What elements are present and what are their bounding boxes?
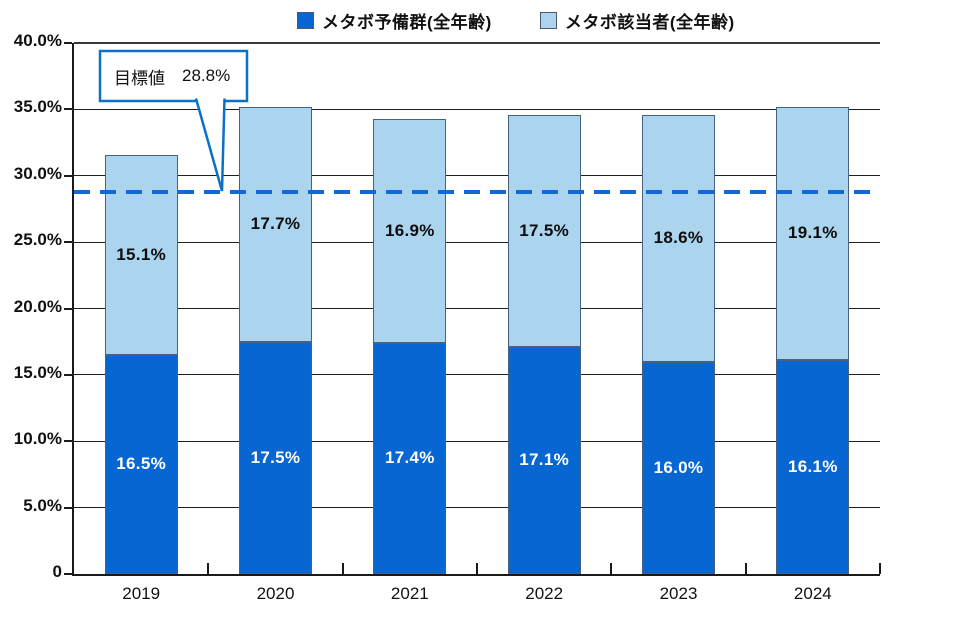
- bar-segment-secondary: 18.6%: [642, 114, 715, 362]
- bar-segment-primary: 16.0%: [642, 361, 715, 574]
- x-axis-label: 2022: [525, 584, 564, 603]
- y-axis-tick: [64, 108, 72, 111]
- y-axis-tick: [64, 440, 72, 443]
- y-axis-tick: [64, 42, 72, 44]
- bar-segment-primary: 16.5%: [104, 354, 178, 574]
- gridline: [74, 308, 880, 309]
- y-axis-tick-label: 25.0%: [13, 230, 62, 250]
- y-axis-tick-label: 20.0%: [13, 296, 62, 316]
- x-axis-label: 2021: [390, 584, 429, 603]
- x-axis-tick: [476, 563, 478, 574]
- y-axis-tick-label: 40.0%: [13, 31, 62, 50]
- gridline: [74, 108, 880, 110]
- bar-segment-secondary: 15.1%: [104, 154, 178, 355]
- y-axis-tick-label: 15.0%: [13, 362, 62, 382]
- x-axis-tick: [879, 563, 881, 574]
- gridline: [74, 507, 880, 509]
- x-axis-line: [72, 574, 880, 576]
- bar-value-label: 16.1%: [787, 457, 838, 477]
- bar-segment-secondary: 17.5%: [507, 114, 581, 347]
- y-axis-tick: [64, 174, 72, 177]
- y-axis-line: [72, 43, 74, 576]
- y-axis-tick-label: 35.0%: [13, 97, 62, 117]
- y-axis-tick: [64, 307, 72, 310]
- legend-item-metabo-reserve: メタボ予備群(全年齢): [297, 8, 492, 33]
- bar-value-label: 18.6%: [653, 228, 704, 248]
- gridline: [74, 374, 880, 376]
- legend-label-metabo-reserve: メタボ予備群(全年齢): [322, 13, 492, 32]
- gridline: [74, 440, 880, 442]
- y-axis-tick: [64, 506, 72, 509]
- bar-value-label: 16.9%: [384, 220, 435, 240]
- y-axis-tick-label: 30.0%: [13, 163, 62, 183]
- y-axis-tick-label: 10.0%: [13, 429, 62, 449]
- legend: メタボ予備群(全年齢) メタボ該当者(全年齢): [297, 8, 735, 33]
- y-axis-tick: [64, 241, 72, 244]
- bar-segment-secondary: 17.7%: [239, 106, 312, 342]
- bar-value-label: 17.4%: [384, 448, 435, 468]
- target-callout: 目標値 28.8%: [100, 51, 247, 101]
- x-axis-tick: [341, 563, 344, 574]
- legend-swatch-primary: [297, 12, 314, 29]
- bar-segment-secondary: 19.1%: [776, 106, 850, 361]
- bar-value-label: 17.1%: [519, 450, 569, 470]
- x-axis-tick: [610, 563, 613, 574]
- x-axis-tick: [207, 563, 210, 574]
- target-callout-value: 28.8%: [182, 66, 231, 85]
- bar-value-label: 15.1%: [116, 244, 166, 264]
- x-axis-tick: [744, 563, 747, 574]
- x-axis-label: 2023: [659, 584, 698, 603]
- target-line: [74, 189, 880, 194]
- x-axis-label: 2024: [793, 584, 832, 603]
- x-axis-label: 2019: [122, 584, 161, 603]
- plot-area: 16.5% 15.1% 17.5% 17.7% 17.4% 16.9% 17.1% 17.5%…: [64, 42, 881, 576]
- bar-value-label: 16.5%: [116, 454, 166, 474]
- bar-segment-primary: 17.4%: [373, 343, 447, 574]
- bar-segment-primary: 17.1%: [507, 346, 581, 574]
- gridline: [74, 241, 880, 243]
- bar-value-label: 16.0%: [653, 457, 704, 477]
- bar-value-label: 17.7%: [250, 214, 301, 234]
- bar-segment-primary: 16.1%: [776, 360, 850, 574]
- legend-swatch-secondary: [539, 12, 557, 29]
- bar-segment-secondary: 16.9%: [373, 118, 447, 343]
- legend-label-metabo-applicable: メタボ該当者(全年齢): [564, 13, 735, 32]
- x-axis-label: 2020: [256, 584, 295, 603]
- target-callout-label: 目標値: [114, 68, 165, 88]
- y-axis-tick-label: 5.0%: [23, 495, 62, 515]
- y-axis-tick: [64, 573, 72, 575]
- gridline: [74, 42, 880, 44]
- y-axis-tick-label: 0: [52, 562, 62, 581]
- bar-value-label: 17.5%: [519, 220, 569, 240]
- bar-value-label: 17.5%: [250, 447, 301, 467]
- y-axis-tick: [64, 373, 72, 376]
- bar-value-label: 19.1%: [787, 223, 838, 243]
- bar-segment-primary: 17.5%: [239, 341, 312, 574]
- legend-item-metabo-applicable: メタボ該当者(全年齢): [539, 8, 735, 33]
- gridline: [74, 175, 880, 177]
